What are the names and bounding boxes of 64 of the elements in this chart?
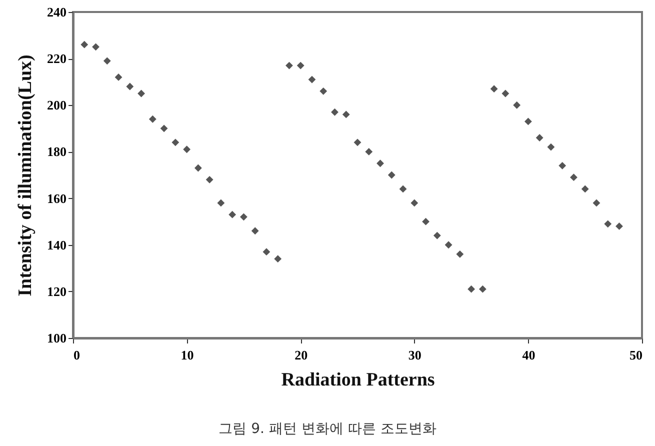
point bbox=[354, 138, 362, 146]
point bbox=[194, 164, 202, 172]
point bbox=[399, 185, 407, 193]
point bbox=[126, 82, 134, 90]
point bbox=[80, 40, 88, 48]
point bbox=[456, 250, 464, 258]
point bbox=[513, 101, 521, 109]
point bbox=[581, 185, 589, 193]
point bbox=[616, 222, 623, 230]
point bbox=[502, 90, 510, 98]
x-tick-label: 10 bbox=[180, 348, 194, 362]
y-tick-label: 220 bbox=[47, 51, 66, 66]
point bbox=[114, 73, 122, 81]
point bbox=[262, 248, 270, 256]
point bbox=[251, 227, 259, 235]
x-tick-label: 40 bbox=[522, 348, 536, 362]
point bbox=[433, 232, 441, 240]
y-tick-label: 100 bbox=[47, 330, 66, 346]
x-tick-label: 20 bbox=[294, 348, 308, 362]
point bbox=[365, 148, 373, 156]
point bbox=[286, 62, 293, 70]
point bbox=[388, 171, 396, 179]
y-tick-label: 200 bbox=[47, 98, 66, 113]
x-axis-title: Radiation Patterns bbox=[281, 370, 435, 390]
point bbox=[410, 199, 418, 207]
point bbox=[320, 87, 328, 95]
point bbox=[206, 176, 214, 184]
point bbox=[240, 213, 248, 221]
point bbox=[592, 199, 600, 207]
point bbox=[604, 220, 612, 228]
point bbox=[490, 85, 498, 93]
point bbox=[217, 199, 225, 207]
point bbox=[172, 138, 180, 146]
point bbox=[331, 108, 338, 116]
point bbox=[444, 241, 452, 249]
y-tick-label: 180 bbox=[47, 144, 66, 160]
y-tick-label: 140 bbox=[47, 237, 66, 252]
point bbox=[524, 118, 532, 126]
point bbox=[547, 143, 555, 151]
point bbox=[376, 160, 384, 168]
point bbox=[148, 115, 156, 123]
point bbox=[228, 210, 236, 218]
point bbox=[422, 218, 430, 226]
point bbox=[570, 174, 578, 182]
point bbox=[308, 76, 316, 84]
point bbox=[103, 57, 111, 65]
point bbox=[478, 285, 486, 293]
point bbox=[468, 285, 476, 293]
point bbox=[274, 255, 282, 263]
y-axis-title: Intensity of illumination(Lux) bbox=[15, 54, 36, 296]
point bbox=[536, 134, 544, 142]
y-tick-label: 160 bbox=[47, 190, 66, 206]
point bbox=[92, 43, 100, 51]
x-tick-label: 30 bbox=[408, 348, 422, 362]
y-tick-label: 120 bbox=[47, 284, 66, 299]
x-tick-label: 50 bbox=[630, 348, 642, 362]
point bbox=[342, 110, 350, 118]
y-tick-label: 240 bbox=[47, 4, 66, 20]
point bbox=[558, 162, 566, 170]
x-tick-label: 0 bbox=[74, 348, 80, 362]
caption: 그림 9. 패턴 변화에 따른 조도변화 bbox=[218, 420, 438, 438]
point bbox=[296, 62, 304, 70]
point bbox=[183, 146, 191, 154]
point bbox=[160, 124, 168, 132]
